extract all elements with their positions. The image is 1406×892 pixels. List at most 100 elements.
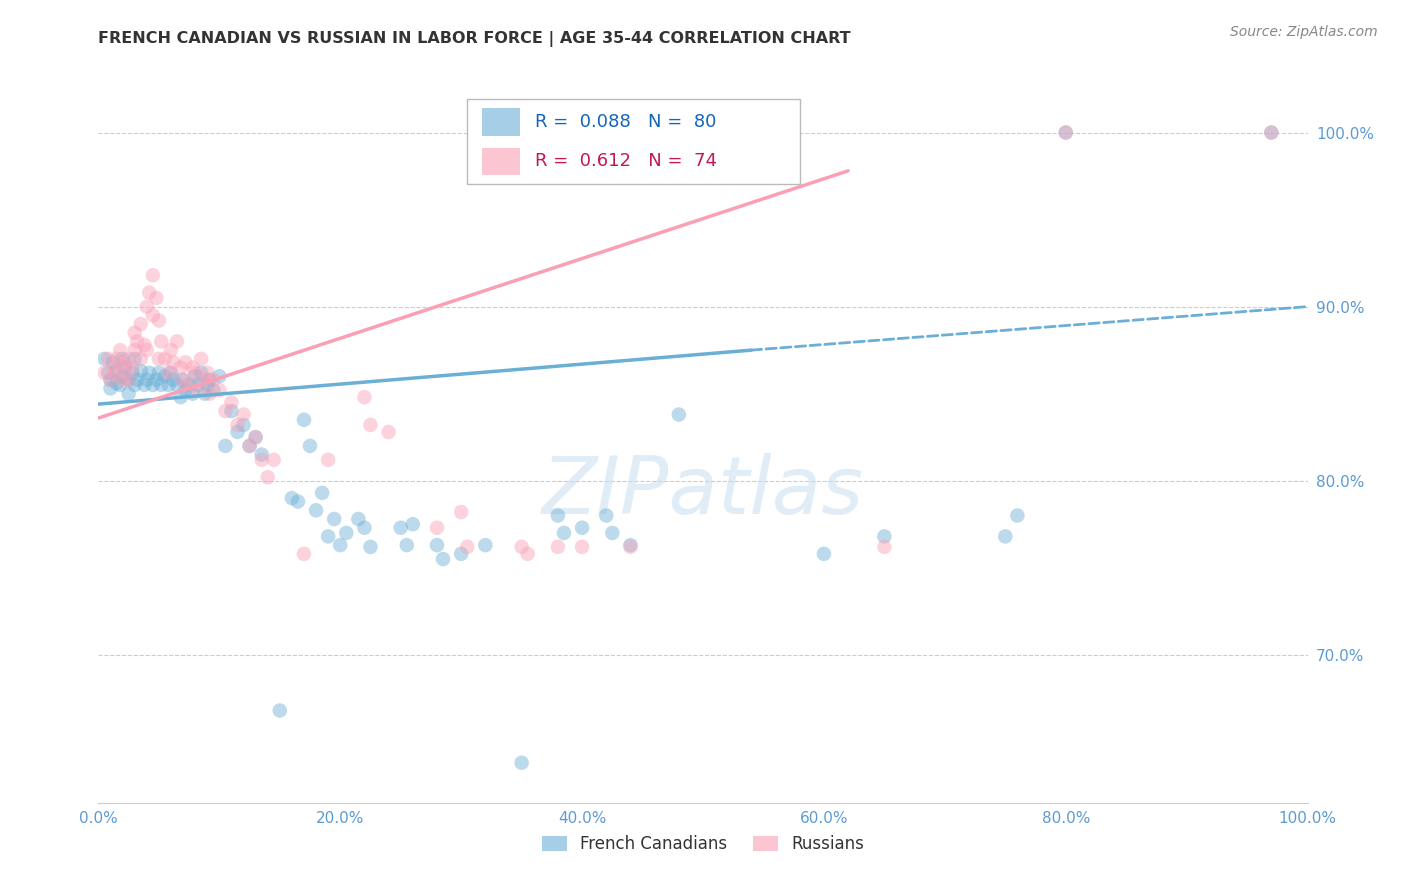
Point	[1007, 508, 1029, 523]
Point	[287, 494, 309, 508]
Point	[873, 540, 896, 554]
Point	[208, 383, 231, 397]
Point	[187, 383, 209, 397]
Point	[316, 529, 339, 543]
Point	[162, 355, 184, 369]
Point	[100, 373, 122, 387]
Point	[547, 508, 569, 523]
Point	[299, 439, 322, 453]
Point	[138, 285, 160, 300]
Point	[250, 448, 273, 462]
Point	[316, 452, 339, 467]
Point	[426, 521, 449, 535]
Text: FRENCH CANADIAN VS RUSSIAN IN LABOR FORCE | AGE 35-44 CORRELATION CHART: FRENCH CANADIAN VS RUSSIAN IN LABOR FORC…	[98, 31, 851, 47]
Point	[118, 373, 141, 387]
Point	[114, 360, 136, 375]
Point	[510, 756, 533, 770]
Point	[124, 343, 146, 358]
Point	[127, 373, 149, 387]
Point	[105, 351, 128, 366]
Point	[335, 525, 357, 540]
Point	[162, 373, 184, 387]
Point	[377, 425, 399, 439]
Point	[138, 366, 160, 380]
Point	[873, 529, 896, 543]
Point	[305, 503, 328, 517]
Point	[553, 525, 575, 540]
Point	[135, 300, 157, 314]
Point	[668, 408, 690, 422]
Text: Source: ZipAtlas.com: Source: ZipAtlas.com	[1230, 25, 1378, 39]
Point	[169, 390, 191, 404]
Point	[389, 521, 412, 535]
Point	[402, 517, 425, 532]
Point	[311, 486, 333, 500]
Point	[93, 366, 115, 380]
Point	[150, 378, 173, 392]
Point	[114, 360, 136, 375]
Point	[256, 470, 278, 484]
Point	[160, 343, 183, 358]
Point	[195, 378, 218, 392]
Point	[184, 366, 207, 380]
Point	[1054, 126, 1077, 140]
Point	[121, 366, 143, 380]
Point	[129, 351, 152, 366]
Point	[124, 326, 146, 340]
Point	[450, 505, 472, 519]
Point	[571, 521, 593, 535]
Point	[127, 334, 149, 349]
Point	[292, 413, 315, 427]
Point	[145, 373, 167, 387]
FancyBboxPatch shape	[482, 108, 520, 136]
Point	[450, 547, 472, 561]
Point	[195, 366, 218, 380]
Point	[281, 491, 304, 505]
Point	[160, 366, 183, 380]
Point	[239, 439, 262, 453]
Point	[118, 351, 141, 366]
Point	[111, 351, 134, 366]
Point	[239, 439, 262, 453]
Legend: French Canadians, Russians: French Canadians, Russians	[536, 828, 870, 860]
Text: R =  0.088   N =  80: R = 0.088 N = 80	[534, 113, 716, 131]
Point	[181, 360, 204, 375]
Point	[263, 452, 285, 467]
Point	[93, 351, 115, 366]
Point	[135, 373, 157, 387]
Point	[153, 351, 176, 366]
Point	[214, 439, 236, 453]
Point	[129, 364, 152, 378]
Point	[619, 540, 641, 554]
Point	[190, 366, 212, 380]
Point	[395, 538, 418, 552]
Point	[174, 355, 197, 369]
Point	[172, 373, 194, 387]
Point	[602, 525, 624, 540]
Point	[202, 383, 225, 397]
Point	[353, 390, 375, 404]
Point	[347, 512, 370, 526]
Point	[124, 351, 146, 366]
Point	[150, 334, 173, 349]
Point	[179, 378, 201, 392]
Point	[172, 373, 194, 387]
Point	[184, 369, 207, 384]
Text: ZIPatlas: ZIPatlas	[541, 453, 865, 531]
Point	[148, 313, 170, 327]
Point	[221, 395, 243, 409]
Point	[148, 366, 170, 380]
Point	[97, 351, 120, 366]
Point	[456, 540, 478, 554]
Point	[153, 369, 176, 384]
Point	[245, 430, 267, 444]
Point	[323, 512, 346, 526]
Point	[571, 540, 593, 554]
Point	[100, 381, 122, 395]
Point	[214, 404, 236, 418]
Point	[108, 378, 131, 392]
Point	[994, 529, 1017, 543]
Point	[187, 378, 209, 392]
Point	[1260, 126, 1282, 140]
Point	[208, 369, 231, 384]
